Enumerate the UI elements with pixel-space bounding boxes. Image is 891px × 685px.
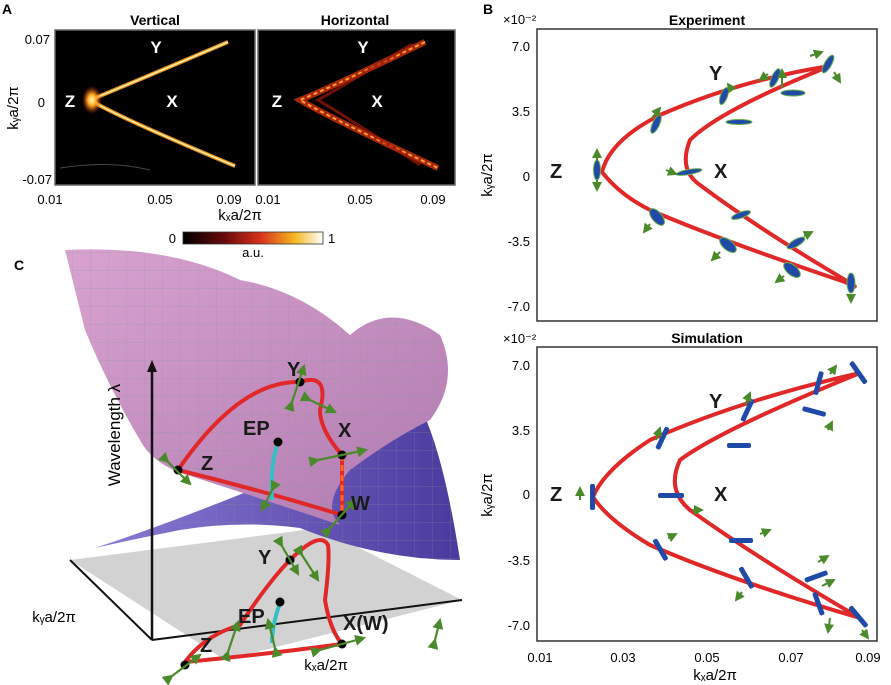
a-ytick-mid: 0 [38,95,45,110]
sim-point-x: X [714,484,728,506]
b-xtick-1: 0.03 [610,650,635,665]
exp-polarization-ellipses [593,54,856,294]
a-left-point-y: Y [150,38,162,57]
b-polarization-arrows [575,49,870,640]
c-low-xw: X(W) [343,613,389,635]
panel-c-letter: C [14,257,24,273]
exp-ylabel: kᵧa/2π [479,153,496,197]
sim-curve [590,371,862,620]
c-up-x: X [338,420,352,442]
panel-a-title-vertical: Vertical [130,12,180,28]
exp-ytick-1: 3.5 [512,104,530,119]
panel-a: A Vertical Horizontal Y Z X Y Z X 0.07 0… [2,1,456,260]
sim-ytick-1: 3.5 [512,423,530,438]
a-right-point-y: Y [357,38,369,57]
colorbar-max: 1 [328,231,335,246]
c-x-axis [151,599,463,641]
exp-ytick-2: 0 [523,169,530,184]
c-polarization-arrows [157,363,444,685]
sim-ylabel: kᵧa/2π [479,473,496,517]
c-up-ep: EP [243,418,270,440]
a-ytick-top: 0.07 [25,32,50,47]
a-xtick-l1: 0.01 [37,192,62,207]
a-left-point-x: X [166,92,178,111]
c-up-w: W [351,493,370,515]
panel-c: C Wavelength λ kᵧa/2π kₓa/2π [14,249,463,685]
a-xtick-r2: 0.05 [347,192,372,207]
c-y-axis [69,559,153,641]
sim-ytick-3: -3.5 [508,553,530,568]
experiment-title: Experiment [669,12,746,28]
colorbar-min: 0 [169,231,176,246]
a-ytick-bot: -0.07 [22,172,52,187]
exp-point-x: X [714,161,728,183]
c-zlabel: Wavelength λ [105,383,124,486]
colorbar-unit: a.u. [242,245,264,260]
sim-polarization-bars [590,361,868,628]
exp-exponent: ×10⁻² [503,12,537,27]
c-xlabel: kₓa/2π [304,657,348,674]
sim-ytick-0: 7.0 [512,358,530,373]
sim-ytick-2: 0 [523,487,530,502]
b-xtick-2: 0.05 [694,650,719,665]
c-up-y: Y [287,359,301,381]
floor-plane [70,528,462,660]
sim-ytick-4: -7.0 [508,618,530,633]
a-left-point-z: Z [65,92,75,111]
panel-b-letter: B [483,1,493,17]
a-xtick-l3: 0.09 [216,192,241,207]
sim-point-y: Y [709,391,723,413]
b-xtick-4: 0.09 [855,650,880,665]
c-up-z: Z [201,453,213,475]
b-xtick-0: 0.01 [527,650,552,665]
sim-point-z: Z [550,484,562,506]
sim-exponent: ×10⁻² [503,331,537,346]
exp-curve [599,64,857,289]
b-xtick-3: 0.07 [778,650,803,665]
a-right-point-z: Z [272,92,282,111]
b-xlabel: kₓa/2π [693,667,737,684]
exp-ytick-0: 7.0 [512,39,530,54]
c-low-ep: EP [238,606,265,628]
a-ylabel: kᵧa/2π [5,86,22,130]
exp-point-y: Y [709,63,723,85]
a-xtick-l2: 0.05 [147,192,172,207]
a-right-point-x: X [371,92,383,111]
c-low-y: Y [258,547,272,569]
simulation-title: Simulation [671,330,743,346]
a-xlabel: kₓa/2π [218,207,262,224]
a-xtick-r3: 0.09 [420,192,445,207]
panel-a-letter: A [2,1,12,17]
panel-b: B Experiment ×10⁻² Simulation ×10⁻² 7.0 … [479,1,881,684]
exp-point-z: Z [550,161,562,183]
panel-a-title-horizontal: Horizontal [321,12,389,28]
c-low-z: Z [200,635,212,657]
a-xtick-r1: 0.01 [255,192,280,207]
c-ylabel: kᵧa/2π [32,609,76,626]
colorbar [182,231,324,245]
exp-ytick-3: -3.5 [508,234,530,249]
exp-ytick-4: -7.0 [508,299,530,314]
